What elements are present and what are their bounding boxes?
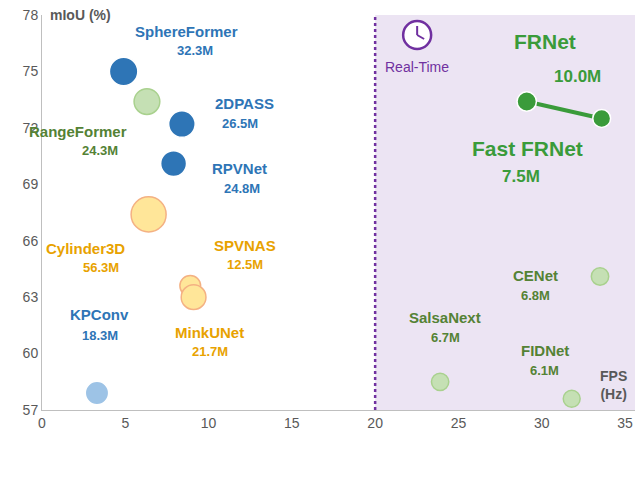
svg-text:35: 35 bbox=[617, 415, 633, 431]
svg-text:RPVNet: RPVNet bbox=[212, 160, 267, 177]
svg-text:57: 57 bbox=[23, 402, 39, 418]
svg-text:SalsaNext: SalsaNext bbox=[409, 309, 481, 326]
svg-text:75: 75 bbox=[23, 63, 39, 79]
svg-text:78: 78 bbox=[23, 7, 39, 23]
svg-text:6.1M: 6.1M bbox=[530, 363, 559, 378]
svg-text:Real-Time: Real-Time bbox=[385, 59, 449, 75]
svg-text:12.5M: 12.5M bbox=[227, 257, 263, 272]
svg-text:69: 69 bbox=[23, 176, 39, 192]
svg-text:32.3M: 32.3M bbox=[177, 43, 213, 58]
svg-text:72: 72 bbox=[23, 120, 39, 136]
svg-text:24.3M: 24.3M bbox=[82, 143, 118, 158]
svg-text:20: 20 bbox=[367, 415, 383, 431]
svg-text:10.0M: 10.0M bbox=[554, 67, 601, 86]
svg-text:63: 63 bbox=[23, 289, 39, 305]
svg-text:26.5M: 26.5M bbox=[222, 116, 258, 131]
svg-text:CENet: CENet bbox=[513, 267, 558, 284]
svg-text:24.8M: 24.8M bbox=[224, 181, 260, 196]
svg-text:5: 5 bbox=[121, 415, 129, 431]
svg-text:30: 30 bbox=[534, 415, 550, 431]
svg-text:18.3M: 18.3M bbox=[82, 328, 118, 343]
svg-text:MinkUNet: MinkUNet bbox=[175, 324, 244, 341]
svg-text:56.3M: 56.3M bbox=[83, 260, 119, 275]
svg-text:FPS(Hz): FPS(Hz) bbox=[600, 368, 627, 402]
svg-text:7.5M: 7.5M bbox=[502, 167, 540, 186]
svg-text:6.7M: 6.7M bbox=[431, 330, 460, 345]
svg-text:2DPASS: 2DPASS bbox=[215, 95, 274, 112]
svg-text:KPConv: KPConv bbox=[70, 306, 129, 323]
svg-text:25: 25 bbox=[451, 415, 467, 431]
svg-text:SPVNAS: SPVNAS bbox=[214, 237, 276, 254]
svg-text:SphereFormer: SphereFormer bbox=[135, 23, 238, 40]
svg-text:15: 15 bbox=[284, 415, 300, 431]
svg-text:6.8M: 6.8M bbox=[521, 288, 550, 303]
svg-text:Fast FRNet: Fast FRNet bbox=[472, 137, 583, 160]
svg-text:0: 0 bbox=[38, 415, 46, 431]
svg-text:10: 10 bbox=[201, 415, 217, 431]
svg-text:66: 66 bbox=[23, 233, 39, 249]
svg-text:FRNet: FRNet bbox=[514, 30, 576, 53]
svg-text:Cylinder3D: Cylinder3D bbox=[46, 240, 125, 257]
svg-text:FIDNet: FIDNet bbox=[521, 342, 569, 359]
svg-text:RangeFormer: RangeFormer bbox=[29, 123, 127, 140]
svg-text:21.7M: 21.7M bbox=[192, 344, 228, 359]
svg-text:mIoU (%): mIoU (%) bbox=[50, 7, 111, 23]
svg-text:60: 60 bbox=[23, 345, 39, 361]
